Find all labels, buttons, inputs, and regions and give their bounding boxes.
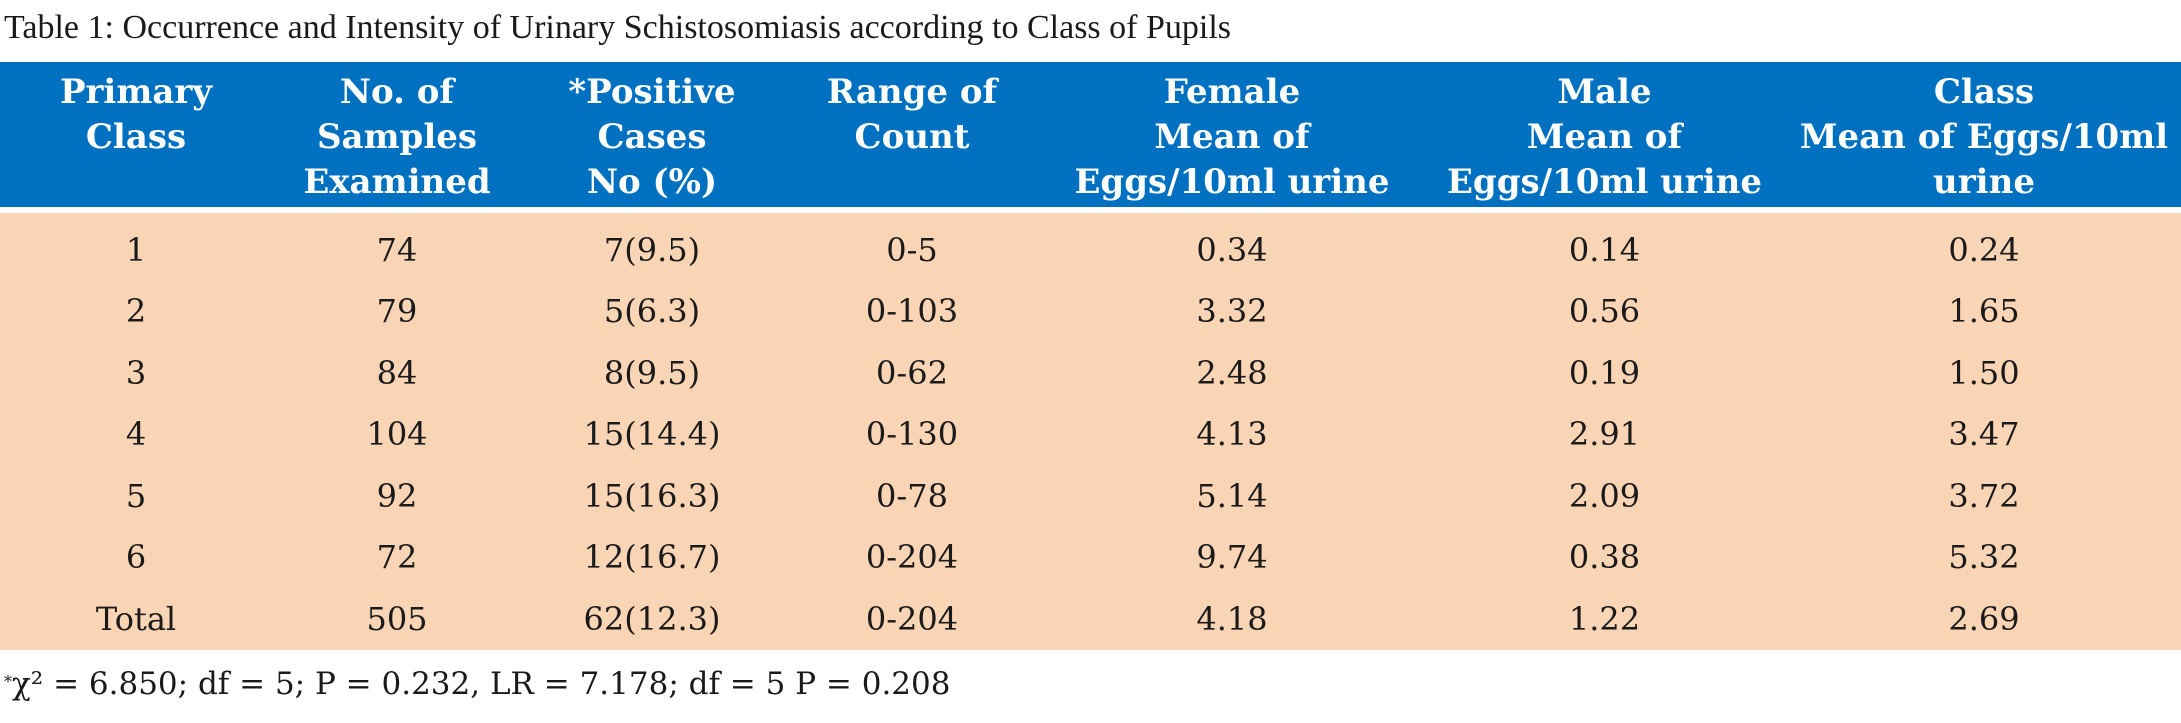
table-row: 4 104 15(14.4) 0-130 4.13 2.91 3.47 [0, 403, 2181, 465]
table-cell: 3 [125, 353, 147, 392]
table-cell: 15(14.4) [583, 415, 721, 454]
column-header: *Positive Cases No (%) [522, 62, 782, 207]
column-header-line: Class [1933, 72, 2035, 112]
table-body: 1 74 7(9.5) 0-5 0.34 0.14 0.24 2 79 5(6.3) 0-103 3.… [0, 213, 2181, 650]
column-header-line: No (%) [586, 162, 718, 202]
column-header-line: Eggs/10ml urine [1074, 162, 1390, 202]
column-header-line: urine [1933, 162, 2035, 202]
table-cell: 8(9.5) [603, 353, 701, 392]
column-header-line: Class [85, 117, 187, 157]
column-header: Female Mean of Eggs/10ml urine [1042, 62, 1422, 207]
table-cell: 2.69 [1948, 599, 2020, 638]
table-row-total: Total 505 62(12.3) 0-204 4.18 1.22 2.69 [0, 588, 2181, 650]
table-cell: 5.14 [1196, 476, 1268, 515]
table-cell: 5(6.3) [603, 292, 701, 331]
column-header: Primary Class [0, 62, 272, 207]
table-cell: 3.72 [1948, 476, 2020, 515]
table-header-row: Primary Class No. of Samples Examined *Positi… [0, 62, 2181, 207]
table-cell: 92 [376, 476, 418, 515]
column-header: Range of Count [782, 62, 1042, 207]
column-header: Male Mean of Eggs/10ml urine [1422, 62, 1787, 207]
table-row: 1 74 7(9.5) 0-5 0.34 0.14 0.24 [0, 213, 2181, 281]
table-cell: 2.91 [1568, 415, 1641, 454]
table-cell: 0.24 [1948, 230, 2020, 269]
table-caption: Table 1: Occurrence and Intensity of Uri… [4, 9, 1232, 46]
table-cell: 2.48 [1196, 353, 1268, 392]
column-header: Class Mean of Eggs/10ml urine [1787, 62, 2181, 207]
column-header-line: No. of [339, 72, 455, 112]
table-cell: 1.65 [1948, 292, 2020, 331]
column-header-line: *Positive [568, 72, 736, 112]
column-header-line: Male [1557, 72, 1652, 112]
table-cell: 74 [376, 230, 418, 269]
table-cell: 0-130 [865, 415, 959, 454]
column-header-line: Count [854, 117, 970, 157]
data-table-container: Primary Class No. of Samples Examined *Positi… [0, 62, 2181, 650]
table-cell: 3.47 [1948, 415, 2020, 454]
table-cell: 6 [125, 538, 147, 577]
data-table: Primary Class No. of Samples Examined *Positi… [0, 62, 2181, 650]
table-row: 5 92 15(16.3) 0-78 5.14 2.09 3.72 [0, 465, 2181, 527]
column-header-line: Cases [597, 117, 707, 157]
column-header-line: Mean of [1154, 117, 1310, 157]
column-header-line: Mean of Eggs/10ml [1799, 117, 2169, 157]
column-header-line: Mean of [1526, 117, 1683, 157]
column-header-line: Eggs/10ml urine [1447, 162, 1762, 202]
table-cell: 4 [125, 415, 147, 454]
table-cell: 0.19 [1568, 353, 1641, 392]
column-header-line: Range of [826, 72, 998, 112]
table-cell: 4.13 [1196, 415, 1268, 454]
table-cell: 2.09 [1568, 476, 1641, 515]
table-cell: 1.22 [1568, 599, 1641, 638]
table-cell: 0-78 [876, 476, 948, 515]
table-cell: 0-103 [865, 292, 959, 331]
table-cell: 3.32 [1196, 292, 1268, 331]
table-cell: 5 [125, 476, 147, 515]
table-cell: 505 [366, 599, 428, 638]
table-cell: 72 [376, 538, 418, 577]
table-cell: 79 [376, 292, 418, 331]
column-header: No. of Samples Examined [272, 62, 522, 207]
table-cell: 9.74 [1196, 538, 1268, 577]
table-cell: 12(16.7) [583, 538, 721, 577]
table-cell: Total [95, 599, 177, 638]
table-cell: 0-204 [865, 538, 959, 577]
table-cell: 0-204 [865, 599, 959, 638]
table-cell: 0.14 [1568, 230, 1641, 269]
table-row: 3 84 8(9.5) 0-62 2.48 0.19 1.50 [0, 342, 2181, 404]
column-header-line: Primary [59, 72, 213, 112]
table-footnote: *χ² = 6.850; df = 5; P = 0.232, LR = 7.1… [4, 662, 950, 706]
table-cell: 84 [376, 353, 418, 392]
table-cell: 5.32 [1948, 538, 2020, 577]
table-cell: 7(9.5) [603, 230, 701, 269]
table-cell: 0-62 [876, 353, 948, 392]
table-cell: 0-5 [886, 230, 938, 269]
table-cell: 4.18 [1196, 599, 1268, 638]
table-cell: 0.34 [1196, 230, 1268, 269]
footnote-marker: * [4, 672, 12, 691]
column-header-line: Female [1163, 72, 1301, 112]
table-cell: 0.38 [1568, 538, 1641, 577]
table-cell: 15(16.3) [583, 476, 721, 515]
header-separator [0, 207, 2181, 213]
table-cell: 104 [366, 415, 428, 454]
table-row: 2 79 5(6.3) 0-103 3.32 0.56 1.65 [0, 280, 2181, 342]
table-cell: 2 [125, 292, 147, 331]
table-cell: 0.56 [1568, 292, 1641, 331]
table-cell: 62(12.3) [583, 599, 721, 638]
table-cell: 1 [125, 230, 147, 269]
footnote-text: χ² = 6.850; df = 5; P = 0.232, LR = 7.17… [12, 666, 951, 702]
column-header-line: Examined [303, 162, 491, 202]
column-header-line: Samples [316, 117, 478, 157]
table-row: 6 72 12(16.7) 0-204 9.74 0.38 5.32 [0, 526, 2181, 588]
table-cell: 1.50 [1948, 353, 2020, 392]
